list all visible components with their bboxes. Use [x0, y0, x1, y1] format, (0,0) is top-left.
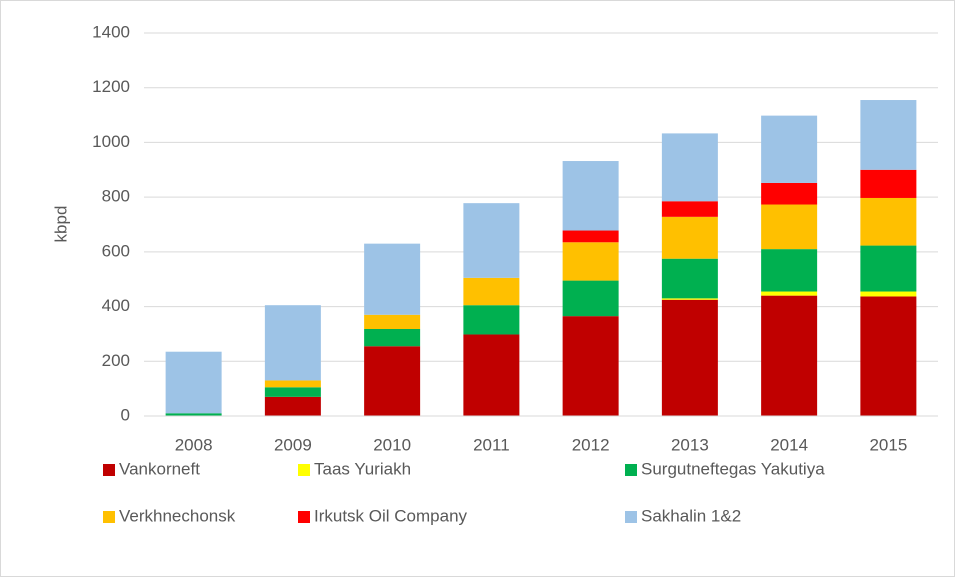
bar-segment [661, 299, 718, 416]
x-tick-label: 2009 [274, 435, 312, 454]
bar-segment [661, 201, 718, 217]
y-tick-label: 200 [102, 351, 130, 370]
bar-segment [463, 203, 520, 278]
legend-swatch [625, 464, 637, 476]
bar-segment [661, 133, 718, 202]
bar-segment [761, 249, 818, 292]
bar-segment [364, 243, 421, 315]
legend-swatch [103, 511, 115, 523]
x-tick-label: 2012 [572, 435, 610, 454]
y-tick-label: 400 [102, 296, 130, 315]
x-tick-label: 2014 [770, 435, 808, 454]
x-tick-label: 2010 [373, 435, 411, 454]
bar-segment [562, 280, 619, 317]
bar-segment [860, 296, 917, 416]
y-tick-label: 1000 [92, 132, 130, 151]
bar-segment [860, 100, 917, 170]
y-tick-label: 1200 [92, 77, 130, 96]
legend-label: Verkhnechonsk [119, 506, 236, 525]
bar-segment [463, 277, 520, 306]
y-tick-label: 0 [121, 405, 130, 424]
bar-segment [165, 351, 222, 414]
y-axis-label: kbpd [51, 206, 70, 243]
bar-segment [860, 245, 917, 292]
legend-swatch [298, 464, 310, 476]
bar-segment [165, 413, 222, 416]
x-tick-label: 2008 [175, 435, 213, 454]
bar-segment [364, 329, 421, 347]
bar-segment [761, 204, 818, 250]
legend-label: Vankorneft [119, 459, 200, 478]
bar-segment [661, 298, 718, 300]
y-tick-label: 600 [102, 241, 130, 260]
bar-segment [860, 291, 917, 297]
bar-segment [860, 169, 917, 198]
legend-swatch [625, 511, 637, 523]
bar-segment [264, 380, 321, 388]
bar-segment [562, 242, 619, 281]
bar-segment [264, 387, 321, 397]
legend-label: Irkutsk Oil Company [314, 506, 468, 525]
x-tick-label: 2011 [473, 435, 510, 454]
bar-segment [761, 182, 818, 205]
y-tick-label: 1400 [92, 22, 130, 41]
legend-label: Sakhalin 1&2 [641, 506, 741, 525]
legend-swatch [298, 511, 310, 523]
bar-segment [562, 230, 619, 243]
bar-segment [463, 334, 520, 416]
bar-segment [562, 316, 619, 416]
bar-segment [364, 346, 421, 416]
bar-segment [364, 314, 421, 330]
bar-segment [264, 305, 321, 381]
bar-segment [463, 305, 520, 335]
bar-segment [761, 291, 818, 296]
legend-swatch [103, 464, 115, 476]
bar-segment [860, 197, 917, 246]
bar-segment [761, 295, 818, 416]
x-tick-label: 2013 [671, 435, 709, 454]
legend-label: Surgutneftegas Yakutiya [641, 459, 825, 478]
bar-segment [562, 161, 619, 231]
y-tick-label: 800 [102, 187, 130, 206]
legend-label: Taas Yuriakh [314, 459, 411, 478]
bar-segment [661, 216, 718, 259]
bar-segment [264, 396, 321, 416]
bar-segment [761, 115, 818, 183]
x-tick-label: 2015 [869, 435, 907, 454]
bar-segment [661, 258, 718, 299]
